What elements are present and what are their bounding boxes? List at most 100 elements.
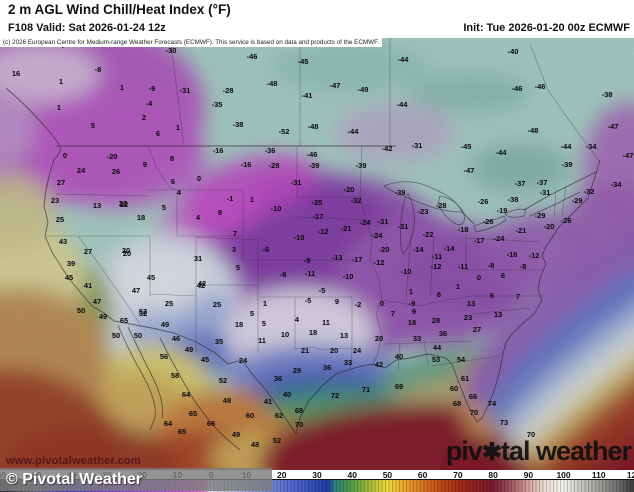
colorbar-tick: 70 [453,470,463,480]
map-value-label: 6 [501,271,505,280]
map-value-label: 71 [362,385,370,394]
map-value-label: 56 [160,352,168,361]
map-value-label: 20 [123,249,131,258]
map-value-label: 18 [137,213,145,222]
map-value-label: -31 [540,188,551,197]
map-value-label: 39 [67,259,75,268]
map-value-label: 50 [112,331,120,340]
map-value-label: 9 [412,307,416,316]
logo-asterisk-icon: ✱ [481,439,502,466]
state-borders [46,38,601,371]
map-value-label: -30 [166,46,177,55]
map-value-label: 52 [219,376,227,385]
map-value-label: -11 [458,262,468,271]
map-value-label: -13 [332,253,343,262]
map-value-label: -38 [602,90,613,99]
map-value-label: -28 [223,86,234,95]
map-value-label: 52 [273,436,281,445]
map-value-label: -22 [423,230,434,239]
map-value-label: 32 [139,309,147,318]
map-value-label: 18 [235,320,243,329]
map-value-label: 45 [65,273,73,282]
map-value-label: -21 [341,224,352,233]
map-value-label: 5 [262,319,266,328]
map-value-labels: -7-8-30-47-46-45-44-40-46-46-38-47-48-49… [12,40,634,449]
map-value-label: 20 [330,346,338,355]
map-value-label: -37 [537,178,548,187]
map-value-label: 6 [490,291,494,300]
colorbar-tick: 120 [626,470,634,480]
map-value-label: 70 [527,430,535,439]
map-value-label: -1 [227,194,234,203]
map-value-label: 25 [213,300,221,309]
map-value-label: -11 [432,252,442,261]
map-value-label: 42 [375,360,383,369]
map-value-label: -36 [265,146,276,155]
map-value-label: 29 [293,366,301,375]
map-value-label: 74 [488,399,497,408]
pivotal-weather-logo: piv✱tal weather [446,436,632,467]
map-value-label: -16 [213,146,224,155]
map-value-label: 1 [59,77,63,86]
map-value-label: -8 [280,270,287,279]
map-value-label: 46 [172,334,180,343]
map-value-label: -40 [508,47,519,56]
map-value-label: 0 [63,151,67,160]
map-header: 2 m AGL Wind Chill/Heat Index (°F) F108 … [0,0,634,38]
map-value-label: 36 [439,329,447,338]
map-value-label: -2 [355,300,362,309]
map-value-label: 40 [283,390,291,399]
map-value-label: -5 [319,286,326,295]
map-value-label: 9 [335,297,339,306]
coastline-borders [5,87,601,451]
map-value-label: -31 [291,178,302,187]
map-value-label: -31 [412,141,423,150]
map-value-label: 6 [156,129,160,138]
map-value-label: 66 [469,392,477,401]
map-value-label: 27 [84,247,92,256]
map-value-label: 33 [344,358,352,367]
map-value-label: -19 [497,206,508,215]
map-value-label: 3 [232,245,236,254]
map-value-label: -12 [529,251,540,260]
map-value-label: -14 [413,245,425,254]
map-value-label: 18 [309,328,317,337]
map-value-label: -4 [146,99,153,108]
colorbar-tick: 50 [382,470,393,480]
map-value-label: -12 [431,262,442,271]
map-value-label: -34 [586,142,598,151]
map-value-label: -39 [356,161,367,170]
map-value-label: 20 [375,334,383,343]
map-texture [0,38,634,470]
map-value-label: -46 [307,150,318,159]
map-value-label: -8 [95,65,102,74]
map-value-label: -45 [298,57,309,66]
map-value-label: -44 [348,127,360,136]
map-value-label: -41 [302,91,313,100]
map-value-label: 64 [164,419,173,428]
map-value-label: 26 [112,167,120,176]
map-value-label: -6 [263,245,270,254]
map-value-label: 25 [165,299,173,308]
map-value-label: 64 [182,390,191,399]
map-value-label: -49 [358,85,369,94]
map-value-label: 2 [142,113,146,122]
map-value-label: 60 [246,411,254,420]
map-value-label: -20 [544,222,555,231]
map-value-label: -18 [458,225,469,234]
map-value-label: -26 [483,217,494,226]
map-value-label: 42 [198,279,206,288]
map-value-label: 5 [91,121,95,130]
map-value-label: -44 [496,148,508,157]
map-value-label: 13 [494,310,502,319]
map-value-label: 31 [194,254,202,263]
map-value-label: 7 [391,309,395,318]
map-value-label: -24 [494,234,506,243]
map-value-label: -32 [351,196,362,205]
map-value-label: 68 [453,399,461,408]
map-value-label: 0 [380,299,384,308]
map-value-label: -34 [611,180,623,189]
map-value-label: 28 [432,316,440,325]
map-value-label: -10 [294,233,305,242]
map-value-label: -21 [516,226,527,235]
